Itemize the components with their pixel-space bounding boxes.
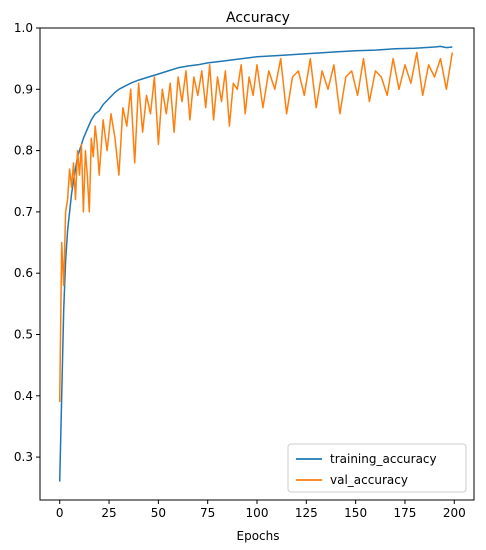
x-tick-label: 200	[443, 506, 466, 520]
x-tick-label: 75	[200, 506, 215, 520]
y-tick-label: 0.3	[14, 450, 33, 464]
legend-label: training_accuracy	[330, 452, 437, 466]
plot-frame	[39, 27, 475, 501]
x-tick-label: 100	[246, 506, 269, 520]
x-axis-ticks: 0 25 50 75 100 125 150 175 200	[56, 500, 466, 520]
chart-title: Accuracy	[226, 10, 290, 26]
x-tick-label: 25	[101, 506, 116, 520]
series-line-training-accuracy	[58, 45, 453, 482]
y-tick-label: 0.9	[14, 82, 33, 96]
series-line-val-accuracy	[58, 51, 454, 402]
y-tick-label: 0.5	[14, 327, 33, 341]
y-tick-label: 1.0	[14, 21, 33, 35]
legend: training_accuracy val_accuracy	[287, 443, 467, 493]
y-tick-label: 0.8	[14, 144, 33, 158]
y-tick-label: 0.7	[14, 205, 33, 219]
y-tick-label: 0.6	[14, 266, 33, 280]
y-tick-label: 0.4	[14, 389, 33, 403]
x-tick-label: 0	[56, 506, 64, 520]
x-axis-label: Epochs	[237, 529, 280, 543]
legend-label: val_accuracy	[330, 473, 408, 487]
legend-box	[287, 443, 467, 493]
y-axis-ticks: 0.3 0.4 0.5 0.6 0.7 0.8 0.9 1.0	[14, 21, 40, 464]
x-tick-label: 125	[295, 506, 318, 520]
x-tick-label: 150	[344, 506, 367, 520]
x-tick-label: 175	[394, 506, 417, 520]
plot-area	[58, 45, 454, 482]
x-tick-label: 50	[151, 506, 166, 520]
